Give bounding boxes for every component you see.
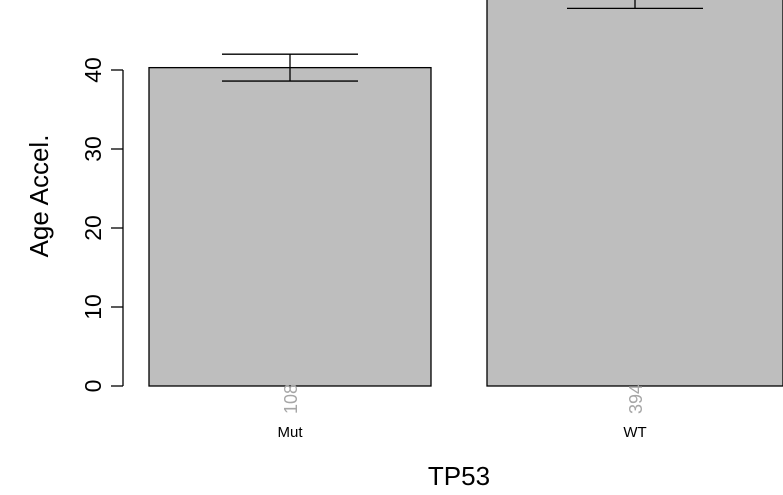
y-axis-label: Age Accel. — [24, 135, 54, 258]
y-tick-label: 40 — [80, 57, 106, 83]
y-tick-label: 20 — [80, 215, 106, 241]
bar-mut — [148, 66, 432, 387]
x-tick-label: Mut — [277, 424, 303, 441]
plot-area: 108 Mut 394 WT — [148, 0, 783, 441]
bar-wt — [486, 0, 783, 387]
y-tick-label: 30 — [80, 136, 106, 162]
x-tick-label: WT — [623, 424, 646, 441]
y-tick-label: 0 — [80, 380, 106, 393]
y-axis: 0 10 20 30 40 — [80, 57, 124, 393]
sample-count: 108 — [281, 384, 301, 414]
y-tick-label: 10 — [80, 294, 106, 320]
sample-count: 394 — [626, 384, 646, 414]
x-axis-label: TP53 — [428, 461, 490, 491]
